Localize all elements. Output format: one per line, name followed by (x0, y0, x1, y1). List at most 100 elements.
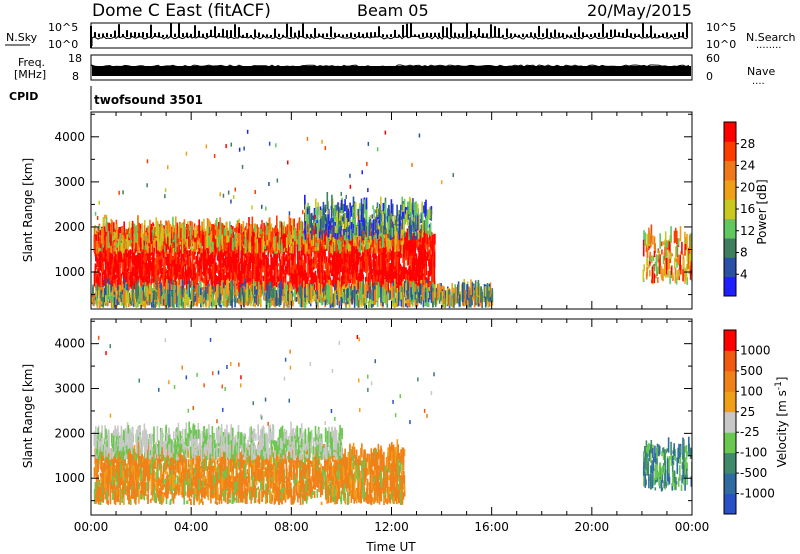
scatter-cell (319, 257, 322, 269)
scatter-cell (198, 259, 201, 277)
scatter-cell (123, 221, 125, 236)
scatter-cell (167, 250, 169, 254)
scatter-cell (151, 259, 154, 265)
scatter-cell (188, 250, 191, 254)
scatter-cell (248, 225, 251, 242)
scatter-cell (304, 242, 307, 254)
scatter-cell (212, 224, 214, 241)
scatter-cell (95, 247, 98, 254)
scatter-cell (421, 255, 424, 259)
scatter-cell (281, 243, 283, 254)
scatter-cell (161, 267, 164, 280)
nave-tick-high: 60 (706, 52, 720, 65)
scatter-cell (224, 274, 226, 283)
scatter-cell (225, 265, 227, 272)
scatter-cell (300, 220, 303, 237)
scatter-cell (241, 245, 243, 260)
scatter-cell (328, 249, 330, 266)
scatter-cell (365, 260, 367, 273)
scatter-cell (227, 250, 230, 256)
scatter-cell (357, 251, 360, 257)
scatter-cell (430, 231, 433, 249)
scatter-cell (206, 218, 209, 235)
scatter-cell (215, 262, 217, 272)
scatter-cell (313, 230, 315, 235)
scatter-cell (187, 267, 189, 277)
scatter-cell (129, 272, 132, 282)
scatter-cell (427, 230, 429, 235)
scatter-cell (93, 235, 96, 253)
scatter-cell (287, 248, 290, 262)
noise-tick-low-right: 10^0 (706, 38, 736, 51)
scatter-cell (403, 243, 406, 248)
scatter-cell (428, 206, 431, 219)
scatter-cell (247, 232, 250, 245)
scatter-cell (114, 251, 117, 265)
scatter-cell (325, 247, 328, 251)
scatter-cell (177, 238, 180, 252)
scatter-cell (162, 279, 165, 293)
scatter-cell (132, 259, 134, 275)
scatter-cell (407, 201, 409, 210)
scatter-cell (257, 238, 260, 244)
scatter-cell (267, 279, 269, 285)
scatter-cell (282, 272, 284, 285)
scatter-cell (412, 257, 414, 274)
scatter-cell (300, 256, 302, 267)
scatter-cell (207, 280, 210, 284)
scatter-cell (192, 238, 194, 244)
scatter-cell (159, 246, 161, 251)
scatter-cell (416, 260, 418, 276)
scatter-cell (136, 254, 139, 270)
scatter-cell (182, 279, 185, 286)
scatter-cell (311, 237, 313, 243)
scatter-cell (160, 267, 163, 279)
scatter-cell (353, 262, 355, 273)
scatter-cell (108, 271, 111, 275)
scatter-cell (181, 243, 184, 254)
scatter-cell (340, 247, 342, 251)
scatter-cell (146, 263, 149, 275)
scatter-cell (127, 250, 130, 256)
scatter-cell (426, 255, 429, 261)
scatter-cell (238, 232, 240, 246)
scatter-cell (408, 237, 411, 255)
scatter-cell (402, 246, 404, 263)
scatter-cell (238, 227, 240, 234)
scatter-cell (234, 232, 237, 248)
scatter-cell (220, 247, 222, 258)
scatter-cell (170, 251, 173, 261)
scatter-cell (297, 221, 300, 235)
scatter-cell (259, 261, 262, 266)
scatter-cell (199, 273, 202, 281)
scatter-cell (345, 248, 347, 260)
scatter-cell (313, 250, 316, 266)
scatter-cell (234, 246, 236, 262)
scatter-cell (209, 221, 211, 238)
scatter-cell (212, 265, 215, 282)
scatter-cell (139, 237, 142, 252)
scatter-cell (211, 224, 213, 233)
scatter-cell (111, 220, 113, 235)
scatter-cell (117, 256, 120, 263)
scatter-cell (149, 258, 151, 273)
beam-label: Beam 05 (357, 1, 429, 20)
scatter-cell (273, 239, 275, 251)
scatter-cell (431, 264, 433, 281)
scatter-cell (384, 254, 387, 258)
scatter-cell (244, 248, 246, 259)
scatter-cell (356, 261, 359, 277)
scatter-cell (265, 271, 268, 281)
scatter-cell (213, 237, 215, 249)
scatter-cell (410, 255, 413, 270)
scatter-cell (243, 264, 245, 274)
scatter-cell (241, 239, 243, 244)
station-title: Dome C East (fitACF) (92, 1, 271, 21)
scatter-cell (131, 276, 134, 291)
scatter-cell (94, 266, 97, 273)
scatter-cell (370, 243, 373, 247)
scatter-cell (152, 249, 154, 267)
scatter-cell (287, 260, 290, 276)
scatter-cell (96, 267, 99, 274)
scatter-cell (405, 267, 407, 278)
